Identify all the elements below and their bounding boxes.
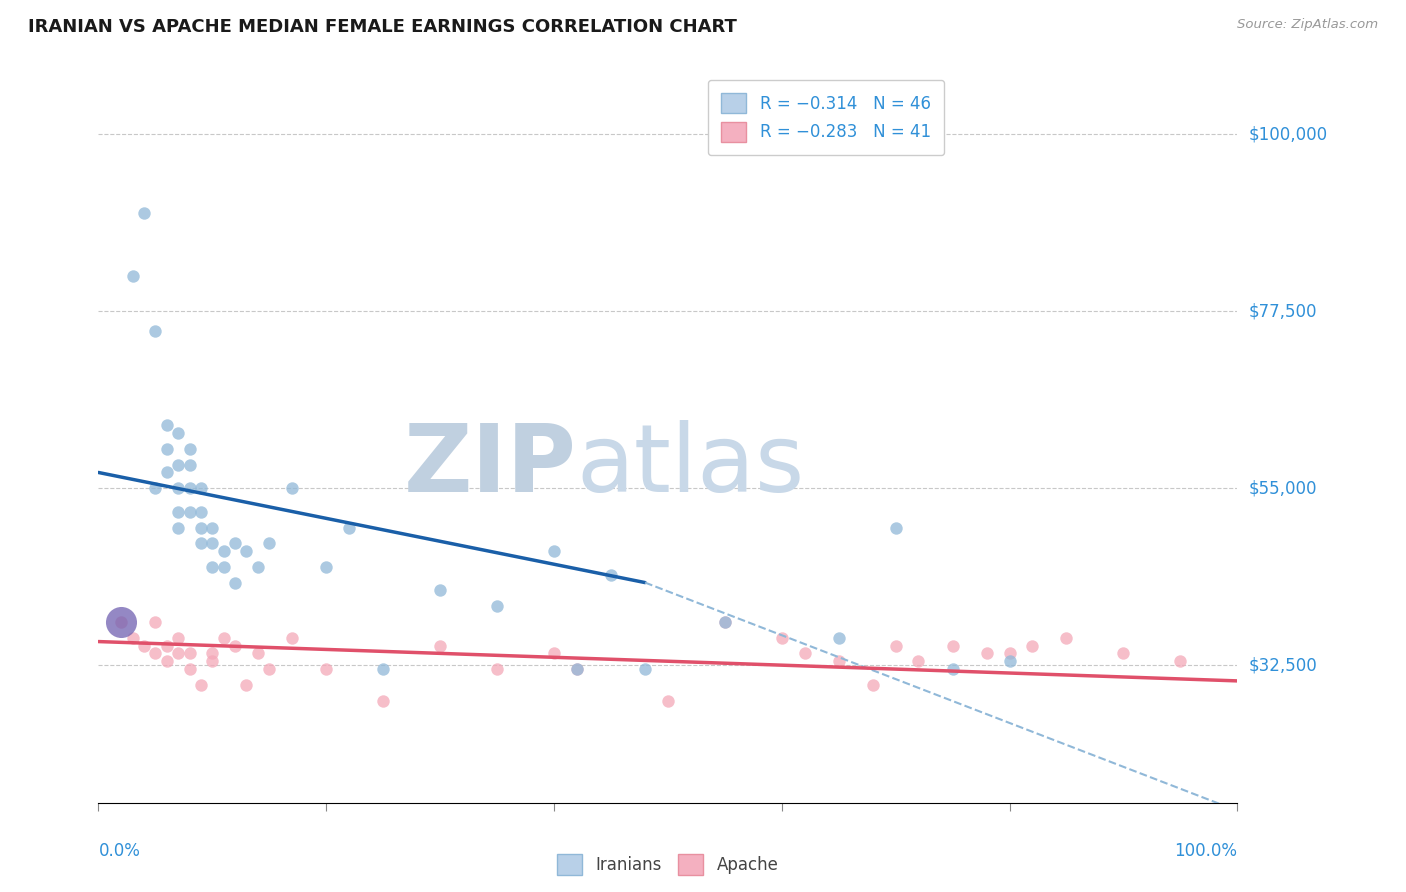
Point: [246, 559, 269, 574]
Point: [201, 520, 224, 534]
Point: [179, 442, 201, 456]
Point: [828, 631, 851, 645]
Point: [156, 466, 179, 480]
Point: [634, 662, 657, 676]
Point: [884, 639, 907, 653]
Point: [429, 639, 451, 653]
Point: [145, 481, 167, 495]
Point: [190, 520, 212, 534]
Point: [190, 481, 212, 495]
Text: 0.0%: 0.0%: [98, 842, 141, 860]
Point: [486, 662, 509, 676]
Point: [565, 662, 588, 676]
Point: [1056, 631, 1078, 645]
Point: [190, 678, 212, 692]
Point: [167, 646, 190, 660]
Point: [156, 639, 179, 653]
Point: [201, 654, 224, 668]
Point: [976, 646, 998, 660]
Point: [565, 662, 588, 676]
Point: [907, 654, 929, 668]
Point: [315, 662, 337, 676]
Point: [371, 693, 394, 707]
Point: [121, 268, 143, 283]
Point: [281, 631, 304, 645]
Point: [167, 631, 190, 645]
Point: [167, 458, 190, 472]
Point: [224, 536, 246, 550]
Point: [212, 544, 235, 558]
Point: [1170, 654, 1192, 668]
Point: [224, 639, 246, 653]
Point: [998, 654, 1021, 668]
Point: [201, 536, 224, 550]
Point: [543, 544, 565, 558]
Point: [121, 631, 143, 645]
Text: ZIP: ZIP: [404, 420, 576, 512]
Point: [179, 646, 201, 660]
Point: [828, 654, 851, 668]
Point: [132, 206, 155, 220]
Point: [770, 631, 793, 645]
Point: [190, 536, 212, 550]
Point: [167, 426, 190, 441]
Point: [156, 418, 179, 433]
Point: [337, 520, 360, 534]
Point: [145, 615, 167, 629]
Point: [167, 505, 190, 519]
Point: [201, 559, 224, 574]
Text: $32,500: $32,500: [1249, 657, 1317, 674]
Point: [167, 520, 190, 534]
Text: 100.0%: 100.0%: [1174, 842, 1237, 860]
Point: [998, 646, 1021, 660]
Text: $77,500: $77,500: [1249, 302, 1317, 320]
Point: [600, 567, 623, 582]
Point: [259, 536, 281, 550]
Point: [862, 678, 884, 692]
Point: [429, 583, 451, 598]
Point: [156, 442, 179, 456]
Legend: Iranians, Apache: Iranians, Apache: [550, 847, 786, 881]
Point: [212, 631, 235, 645]
Point: [167, 481, 190, 495]
Point: [110, 615, 132, 629]
Point: [145, 324, 167, 338]
Point: [179, 458, 201, 472]
Text: IRANIAN VS APACHE MEDIAN FEMALE EARNINGS CORRELATION CHART: IRANIAN VS APACHE MEDIAN FEMALE EARNINGS…: [28, 18, 737, 36]
Point: [259, 662, 281, 676]
Point: [179, 481, 201, 495]
Point: [486, 599, 509, 614]
Point: [371, 662, 394, 676]
Point: [235, 544, 257, 558]
Point: [235, 678, 257, 692]
Point: [190, 505, 212, 519]
Point: [793, 646, 815, 660]
Point: [543, 646, 565, 660]
Point: [714, 615, 737, 629]
Point: [714, 615, 737, 629]
Point: [110, 615, 132, 629]
Point: [156, 654, 179, 668]
Point: [942, 662, 965, 676]
Point: [224, 575, 246, 590]
Text: $100,000: $100,000: [1249, 125, 1327, 144]
Point: [657, 693, 679, 707]
Point: [1021, 639, 1043, 653]
Point: [179, 505, 201, 519]
Point: [145, 646, 167, 660]
Point: [1112, 646, 1135, 660]
Point: [179, 662, 201, 676]
Point: [201, 646, 224, 660]
Text: Source: ZipAtlas.com: Source: ZipAtlas.com: [1237, 18, 1378, 31]
Text: atlas: atlas: [576, 420, 806, 512]
Point: [942, 639, 965, 653]
Text: $55,000: $55,000: [1249, 479, 1317, 497]
Point: [281, 481, 304, 495]
Point: [315, 559, 337, 574]
Point: [132, 639, 155, 653]
Point: [246, 646, 269, 660]
Point: [212, 559, 235, 574]
Point: [884, 520, 907, 534]
